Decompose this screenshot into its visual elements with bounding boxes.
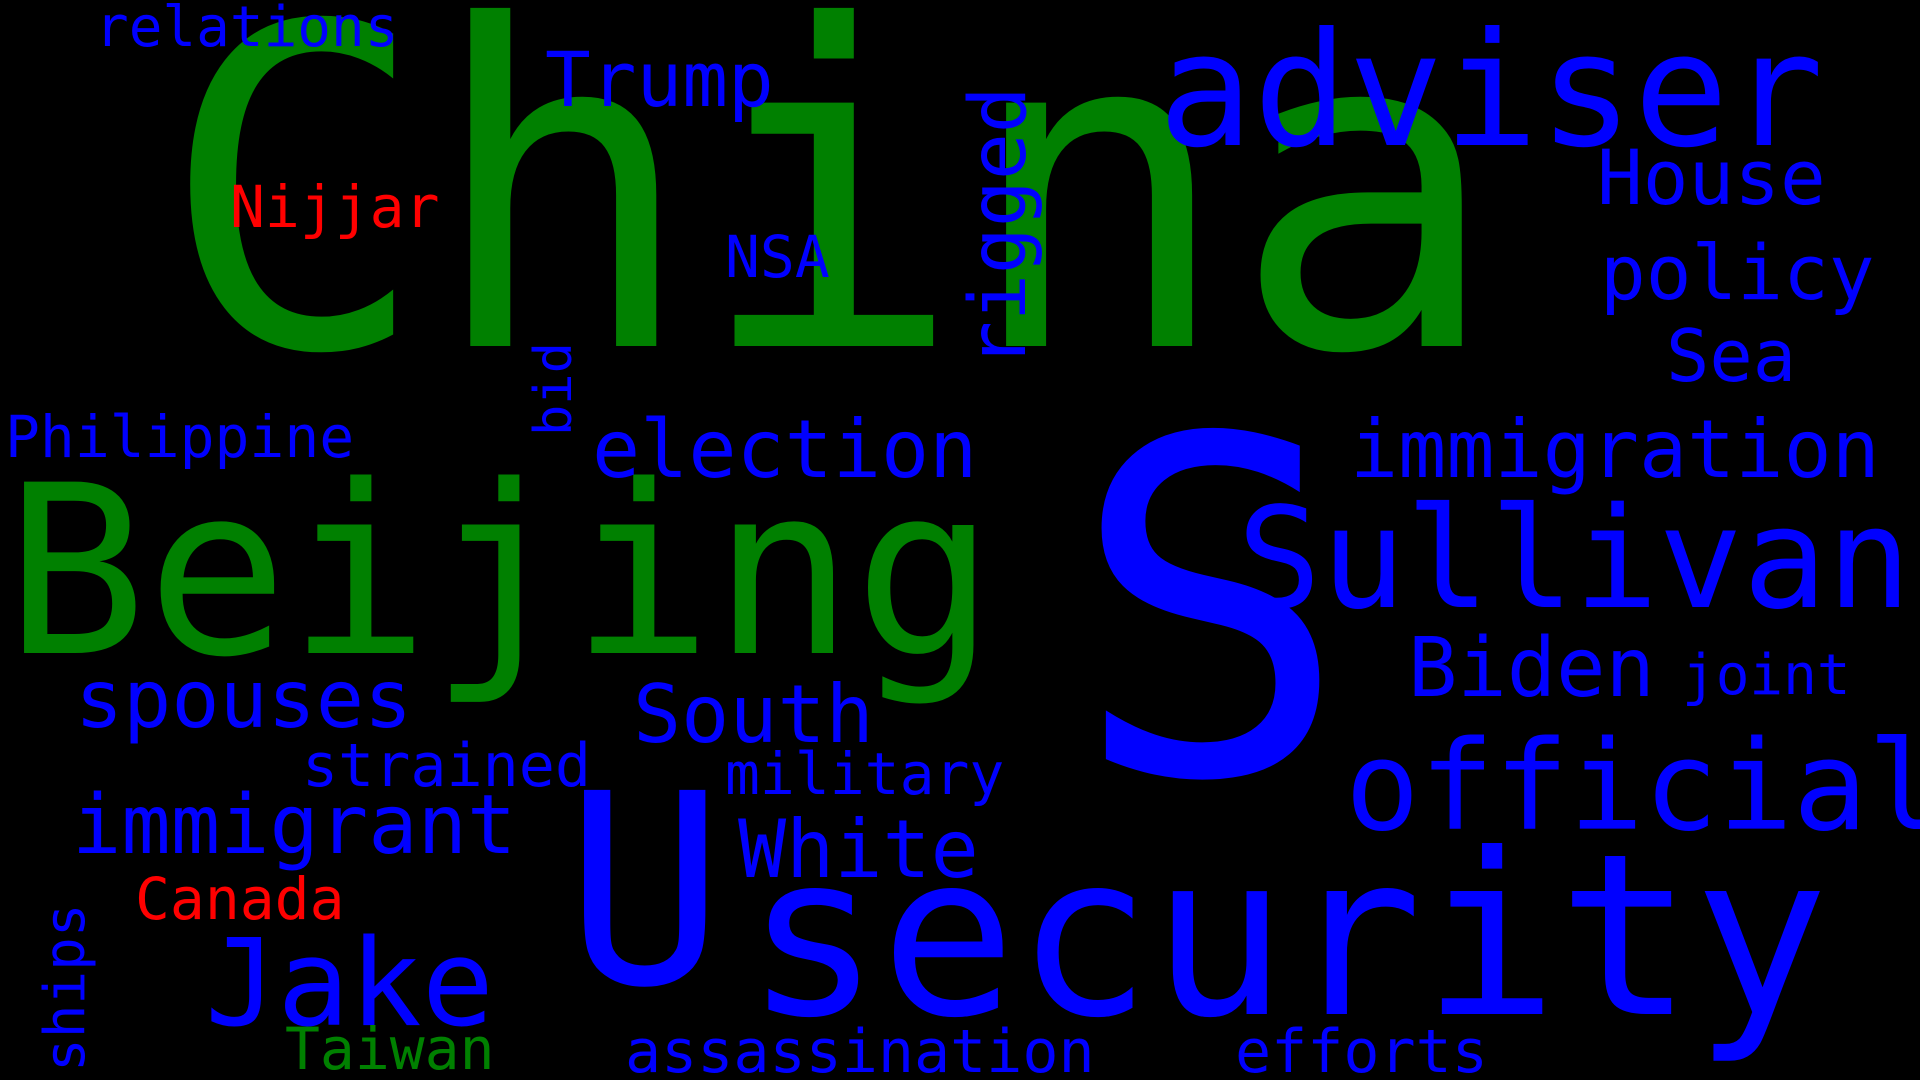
word-u: U [565,738,725,1046]
word-beijing: Beijing [5,436,996,709]
word-election: election [592,403,978,496]
word-sea: Sea [1666,314,1797,398]
word-house: House [1597,133,1826,222]
word-sullivan: Sullivan [1237,478,1912,641]
word-military: military [725,740,1005,808]
word-ships: ships [33,903,98,1072]
word-relations: relations [95,0,399,60]
word-adviser: adviser [1158,0,1824,183]
word-efforts: efforts [1235,1017,1488,1080]
word-joint: joint [1682,643,1851,708]
word-jake: Jake [205,915,494,1054]
word-s: S [1070,341,1350,883]
word-biden: Biden [1408,621,1655,716]
word-immigration: immigration [1350,403,1880,496]
word-policy: policy [1600,228,1875,317]
word-trump: Trump [545,35,774,124]
word-rigged: rigged [954,86,1044,368]
word-immigrant: immigrant [72,778,517,873]
word-china: China [160,0,1500,451]
word-bid: bid [524,342,584,436]
word-official: official [1345,715,1920,859]
word-strained: strained [302,731,591,801]
word-spouses: spouses [75,653,413,746]
word-south: South [633,668,874,761]
word-white: White [738,803,979,896]
word-nsa: NSA [725,223,830,291]
word-security: security [745,806,1829,1068]
word-canada: Canada [135,865,345,933]
word-taiwan: Taiwan [285,1015,495,1080]
word-nijjar: Nijjar [230,173,440,241]
word-philippine: Philippine [5,403,355,471]
word-assassination: assassination [625,1017,1095,1080]
